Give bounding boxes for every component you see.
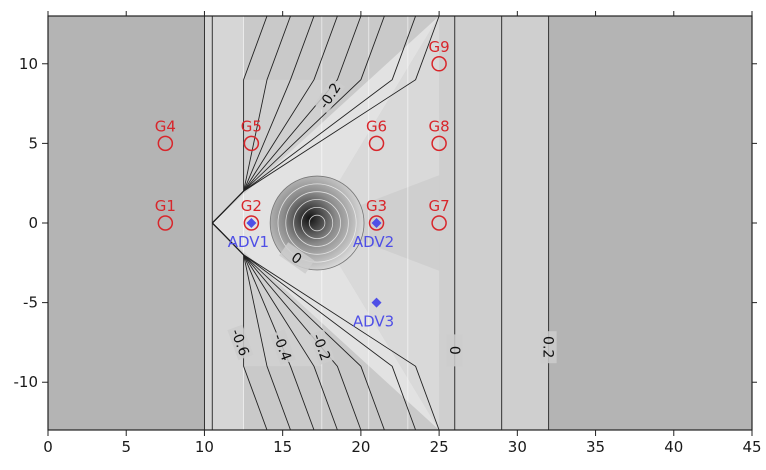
x-tick-label: 40 [664, 438, 683, 456]
y-tick-label: 5 [28, 134, 38, 152]
ramp-panel-right [439, 16, 549, 430]
x-tick-label: 20 [351, 438, 370, 456]
x-tick-label: 35 [586, 438, 605, 456]
adv-label: ADV1 [228, 233, 269, 251]
contour-label: 0 [446, 346, 462, 355]
shoal-contour [308, 214, 326, 232]
y-tick-label: -10 [14, 373, 39, 391]
adv-marker [371, 297, 382, 308]
x-tick-label: 10 [195, 438, 214, 456]
plot-area [48, 15, 752, 431]
gauge-label: G6 [366, 117, 387, 135]
data-series: G1 G2 G3 G4 G5 G6 G7 G8 G9 ADV1 ADV2 ADV3 [155, 38, 450, 331]
adv-label: ADV2 [353, 233, 394, 251]
gauge-marker [368, 135, 385, 152]
contour-line [211, 222, 440, 431]
gauge-label: G9 [429, 38, 450, 56]
gauge-marker [157, 135, 174, 152]
gauge-marker [431, 56, 447, 72]
shoal-contour [293, 199, 341, 247]
shoal-contour [301, 206, 334, 240]
x-tick-label: 5 [121, 438, 131, 456]
gauge-marker [243, 215, 260, 231]
gauge-label: G4 [155, 117, 176, 135]
x-tick-label: 0 [43, 438, 53, 456]
x-tick-label: 25 [430, 438, 449, 456]
gauge-marker [431, 215, 447, 231]
adv-marker [371, 218, 382, 228]
gauge-marker [243, 135, 260, 152]
contour-label-bg [269, 329, 296, 365]
x-tick-label: 15 [273, 438, 292, 456]
contour-label-bg [540, 331, 557, 364]
contour-label-bg [227, 324, 254, 361]
y-tick-label: 0 [28, 214, 38, 232]
gauge-label: G8 [429, 117, 450, 135]
gauge-marker [368, 215, 385, 231]
gauge-label: G7 [429, 197, 450, 215]
contour-labels: -0.2-0.6 -0.4 -0.200 0.2 [227, 77, 557, 367]
x-tick-label: 45 [742, 438, 761, 456]
contour-label-bg [308, 329, 335, 365]
gauge-label: G3 [366, 197, 387, 215]
gauge-marker [431, 135, 447, 152]
contour-line [211, 15, 440, 224]
gauge-label: G5 [241, 117, 262, 135]
contour-label-bg [279, 242, 315, 274]
shoal-contour [285, 191, 349, 255]
contour-label: 0.2 [540, 336, 556, 358]
adv-marker [246, 218, 257, 228]
gauge-label: G2 [241, 197, 262, 215]
x-tick-label: 30 [508, 438, 527, 456]
gauge-label: G1 [155, 197, 176, 215]
y-tick-label: -5 [23, 294, 38, 312]
axes: 0 5 10 15 20 25 30 35 40 45 -10 -5 0 5 10 [14, 11, 762, 456]
contour-label-bg [446, 334, 463, 367]
contour-label-bg [314, 77, 346, 114]
gauge-marker [157, 215, 174, 231]
shoal-contour [277, 183, 357, 263]
adv-label: ADV3 [353, 313, 394, 331]
y-tick-label: 10 [19, 55, 38, 73]
